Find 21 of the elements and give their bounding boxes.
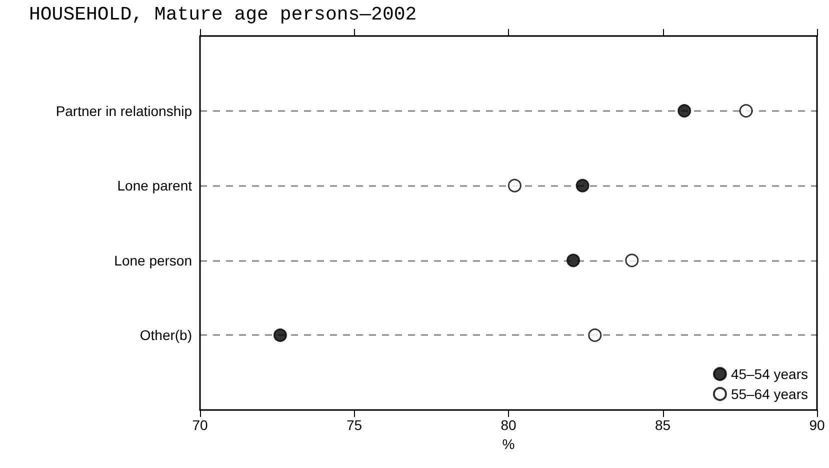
y-tick-label: Lone parent bbox=[117, 178, 192, 194]
x-tick-label: 70 bbox=[192, 417, 208, 433]
x-tick-label: 80 bbox=[500, 417, 516, 433]
y-tick-label: Partner in relationship bbox=[56, 102, 192, 119]
point bbox=[566, 254, 580, 268]
point bbox=[739, 104, 753, 118]
x-tick-label: 90 bbox=[809, 417, 825, 433]
point bbox=[588, 328, 602, 342]
x-tick-label: 75 bbox=[346, 417, 362, 433]
y-tick-label: Lone person bbox=[114, 252, 192, 268]
point bbox=[625, 254, 639, 268]
point bbox=[273, 328, 287, 342]
point bbox=[576, 178, 590, 192]
y-tick-label: Other(b) bbox=[140, 327, 192, 344]
legend-label: 45–54 years bbox=[730, 366, 808, 382]
point bbox=[678, 104, 692, 118]
x-axis-title: % bbox=[502, 436, 515, 452]
legend-label: 55–64 years bbox=[730, 386, 808, 402]
chart-title: HOUSEHOLD, Mature age persons—2002 bbox=[29, 4, 417, 26]
x-tick-label: 85 bbox=[654, 417, 671, 433]
point bbox=[508, 178, 522, 192]
